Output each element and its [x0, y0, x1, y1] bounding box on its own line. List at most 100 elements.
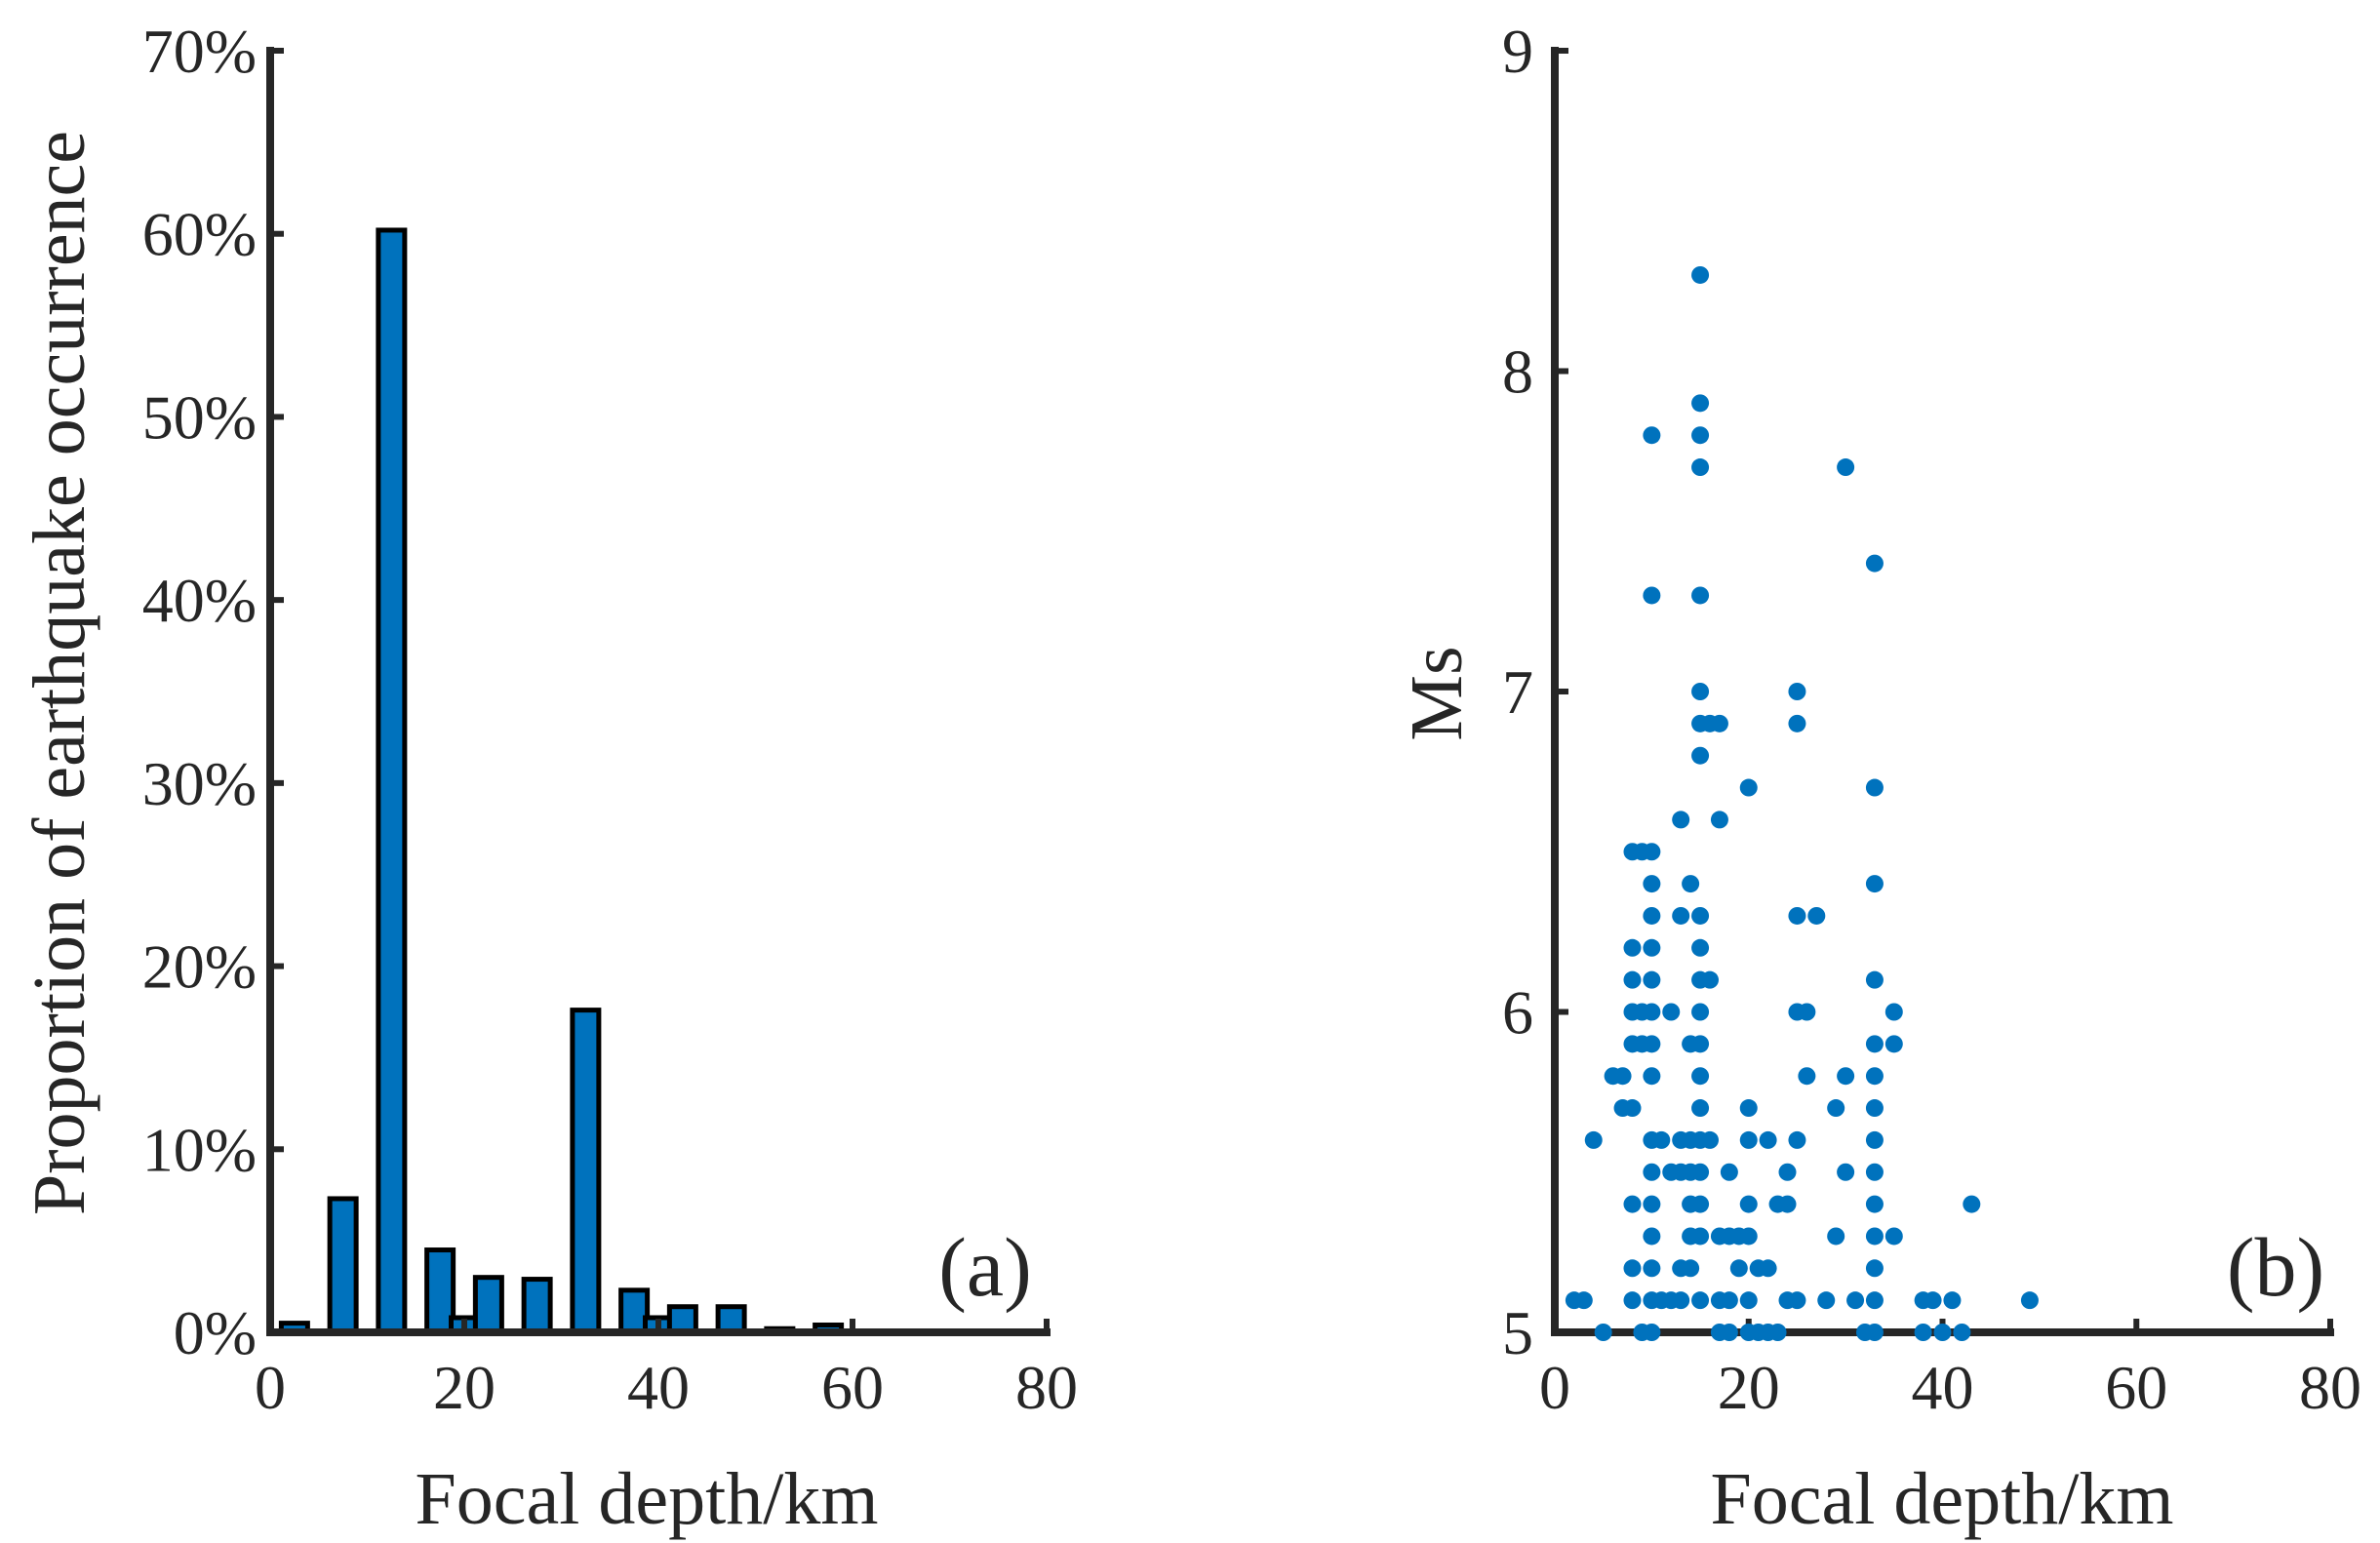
scatter-point	[1788, 1130, 1806, 1149]
panel-a-bar-chart: 0 20 40 60 80 0% 10% 20% 30% 40% 50% 60% 70% Focal d…	[19, 17, 1078, 1540]
ticks-a: 0 20 40 60 80 0% 10% 20% 30% 40% 50% 60% 70%	[142, 17, 1078, 1422]
scatter-point	[1643, 1035, 1661, 1053]
scatter-point	[1691, 426, 1710, 445]
scatter-point	[1865, 1035, 1884, 1053]
y-tick-label-b: 8	[1502, 337, 1533, 407]
scatter-point	[1827, 1227, 1845, 1246]
scatter-point	[1720, 1324, 1738, 1341]
scatter-point	[1788, 1291, 1806, 1310]
scatter-point	[1865, 778, 1884, 797]
scatter-point	[1691, 586, 1710, 605]
scatter-point	[1720, 1291, 1738, 1310]
scatter-point	[1710, 714, 1728, 732]
y-tick-label-a: 40%	[142, 566, 257, 635]
scatter-point	[1643, 1259, 1661, 1278]
scatter-point	[1643, 1067, 1661, 1086]
scatter-point	[1643, 1195, 1661, 1213]
scatter-point	[1807, 906, 1826, 925]
bar	[327, 1196, 359, 1335]
scatter-point	[1672, 1291, 1690, 1310]
scatter-point	[1643, 906, 1661, 925]
scatter-point	[1846, 1291, 1865, 1310]
scatter-point	[1837, 1067, 1855, 1086]
scatter-point	[1701, 1130, 1719, 1149]
bar	[472, 1275, 504, 1335]
scatter-point	[1865, 1195, 1884, 1213]
scatter-point	[1798, 1003, 1816, 1021]
scatter-point	[1739, 1195, 1758, 1213]
y-tick-label-a: 30%	[142, 749, 257, 818]
scatter-point	[1691, 1163, 1710, 1181]
scatter-point	[1701, 970, 1719, 989]
scatter-point	[1865, 875, 1884, 893]
scatter-point	[1623, 1291, 1642, 1310]
x-tick-label-b: 80	[2299, 1353, 2361, 1422]
scatter-point	[1837, 458, 1855, 477]
scatter-point	[1739, 1227, 1758, 1246]
scatter-point	[1924, 1291, 1942, 1310]
scatter-point	[1865, 1130, 1884, 1149]
scatter-point	[1691, 906, 1710, 925]
y-tick-label-a: 10%	[142, 1115, 257, 1184]
scatter-point	[1739, 1130, 1758, 1149]
scatter-point	[1691, 265, 1710, 284]
scatter-point	[1884, 1035, 1903, 1053]
scatter-point	[1943, 1291, 1962, 1310]
scatter-point	[1623, 1259, 1642, 1278]
bar	[521, 1277, 553, 1335]
scatter-point	[1643, 426, 1661, 445]
scatter-point	[1729, 1259, 1748, 1278]
bar-series	[278, 227, 845, 1335]
scatter-point	[1643, 843, 1661, 861]
scatter-point	[1865, 1324, 1884, 1341]
y-axis-title-b: Ms	[1396, 646, 1478, 740]
scatter-point	[1623, 1195, 1642, 1213]
scatter-point	[1884, 1003, 1903, 1021]
scatter-point	[1652, 1130, 1671, 1149]
scatter-point	[1643, 970, 1661, 989]
x-tick-label-b: 60	[2105, 1353, 2167, 1422]
x-axis-title-b: Focal depth/km	[1711, 1458, 2174, 1540]
scatter-point	[1837, 1163, 1855, 1181]
y-tick-label-b: 5	[1502, 1298, 1533, 1367]
scatter-series	[1565, 265, 2039, 1341]
y-tick-label-a: 20%	[142, 932, 257, 1002]
scatter-point	[1672, 906, 1690, 925]
scatter-point	[1643, 586, 1661, 605]
scatter-point	[1643, 1324, 1661, 1341]
scatter-point	[2020, 1291, 2039, 1310]
scatter-point	[1691, 1291, 1710, 1310]
scatter-point	[1914, 1324, 1932, 1341]
bar	[376, 227, 408, 1335]
scatter-point	[1643, 1163, 1661, 1181]
y-tick-label-b: 9	[1502, 17, 1533, 86]
x-tick-label-a: 40	[627, 1353, 690, 1422]
y-tick-label-b: 7	[1502, 657, 1533, 727]
scatter-point	[1788, 906, 1806, 925]
scatter-point	[1584, 1130, 1603, 1149]
scatter-point	[1623, 938, 1642, 957]
scatter-point	[1643, 938, 1661, 957]
scatter-point	[1865, 1259, 1884, 1278]
scatter-point	[1691, 1067, 1710, 1086]
scatter-point	[1739, 778, 1758, 797]
scatter-point	[1691, 1195, 1710, 1213]
scatter-point	[1788, 714, 1806, 732]
scatter-point	[1643, 1003, 1661, 1021]
x-tick-label-b: 40	[1912, 1353, 1974, 1422]
scatter-point	[1623, 970, 1642, 989]
scatter-point	[1953, 1324, 1971, 1341]
x-tick-label-a: 0	[255, 1353, 286, 1422]
scatter-point	[1865, 1067, 1884, 1086]
scatter-point	[1691, 1227, 1710, 1246]
scatter-point	[1865, 970, 1884, 989]
scatter-point	[1682, 1259, 1700, 1278]
scatter-point	[1720, 1163, 1738, 1181]
scatter-point	[1759, 1130, 1777, 1149]
scatter-point	[1643, 1227, 1661, 1246]
scatter-point	[1662, 1003, 1681, 1021]
scatter-point	[1768, 1324, 1787, 1341]
scatter-point	[1817, 1291, 1836, 1310]
scatter-point	[1798, 1067, 1816, 1086]
scatter-point	[1643, 875, 1661, 893]
